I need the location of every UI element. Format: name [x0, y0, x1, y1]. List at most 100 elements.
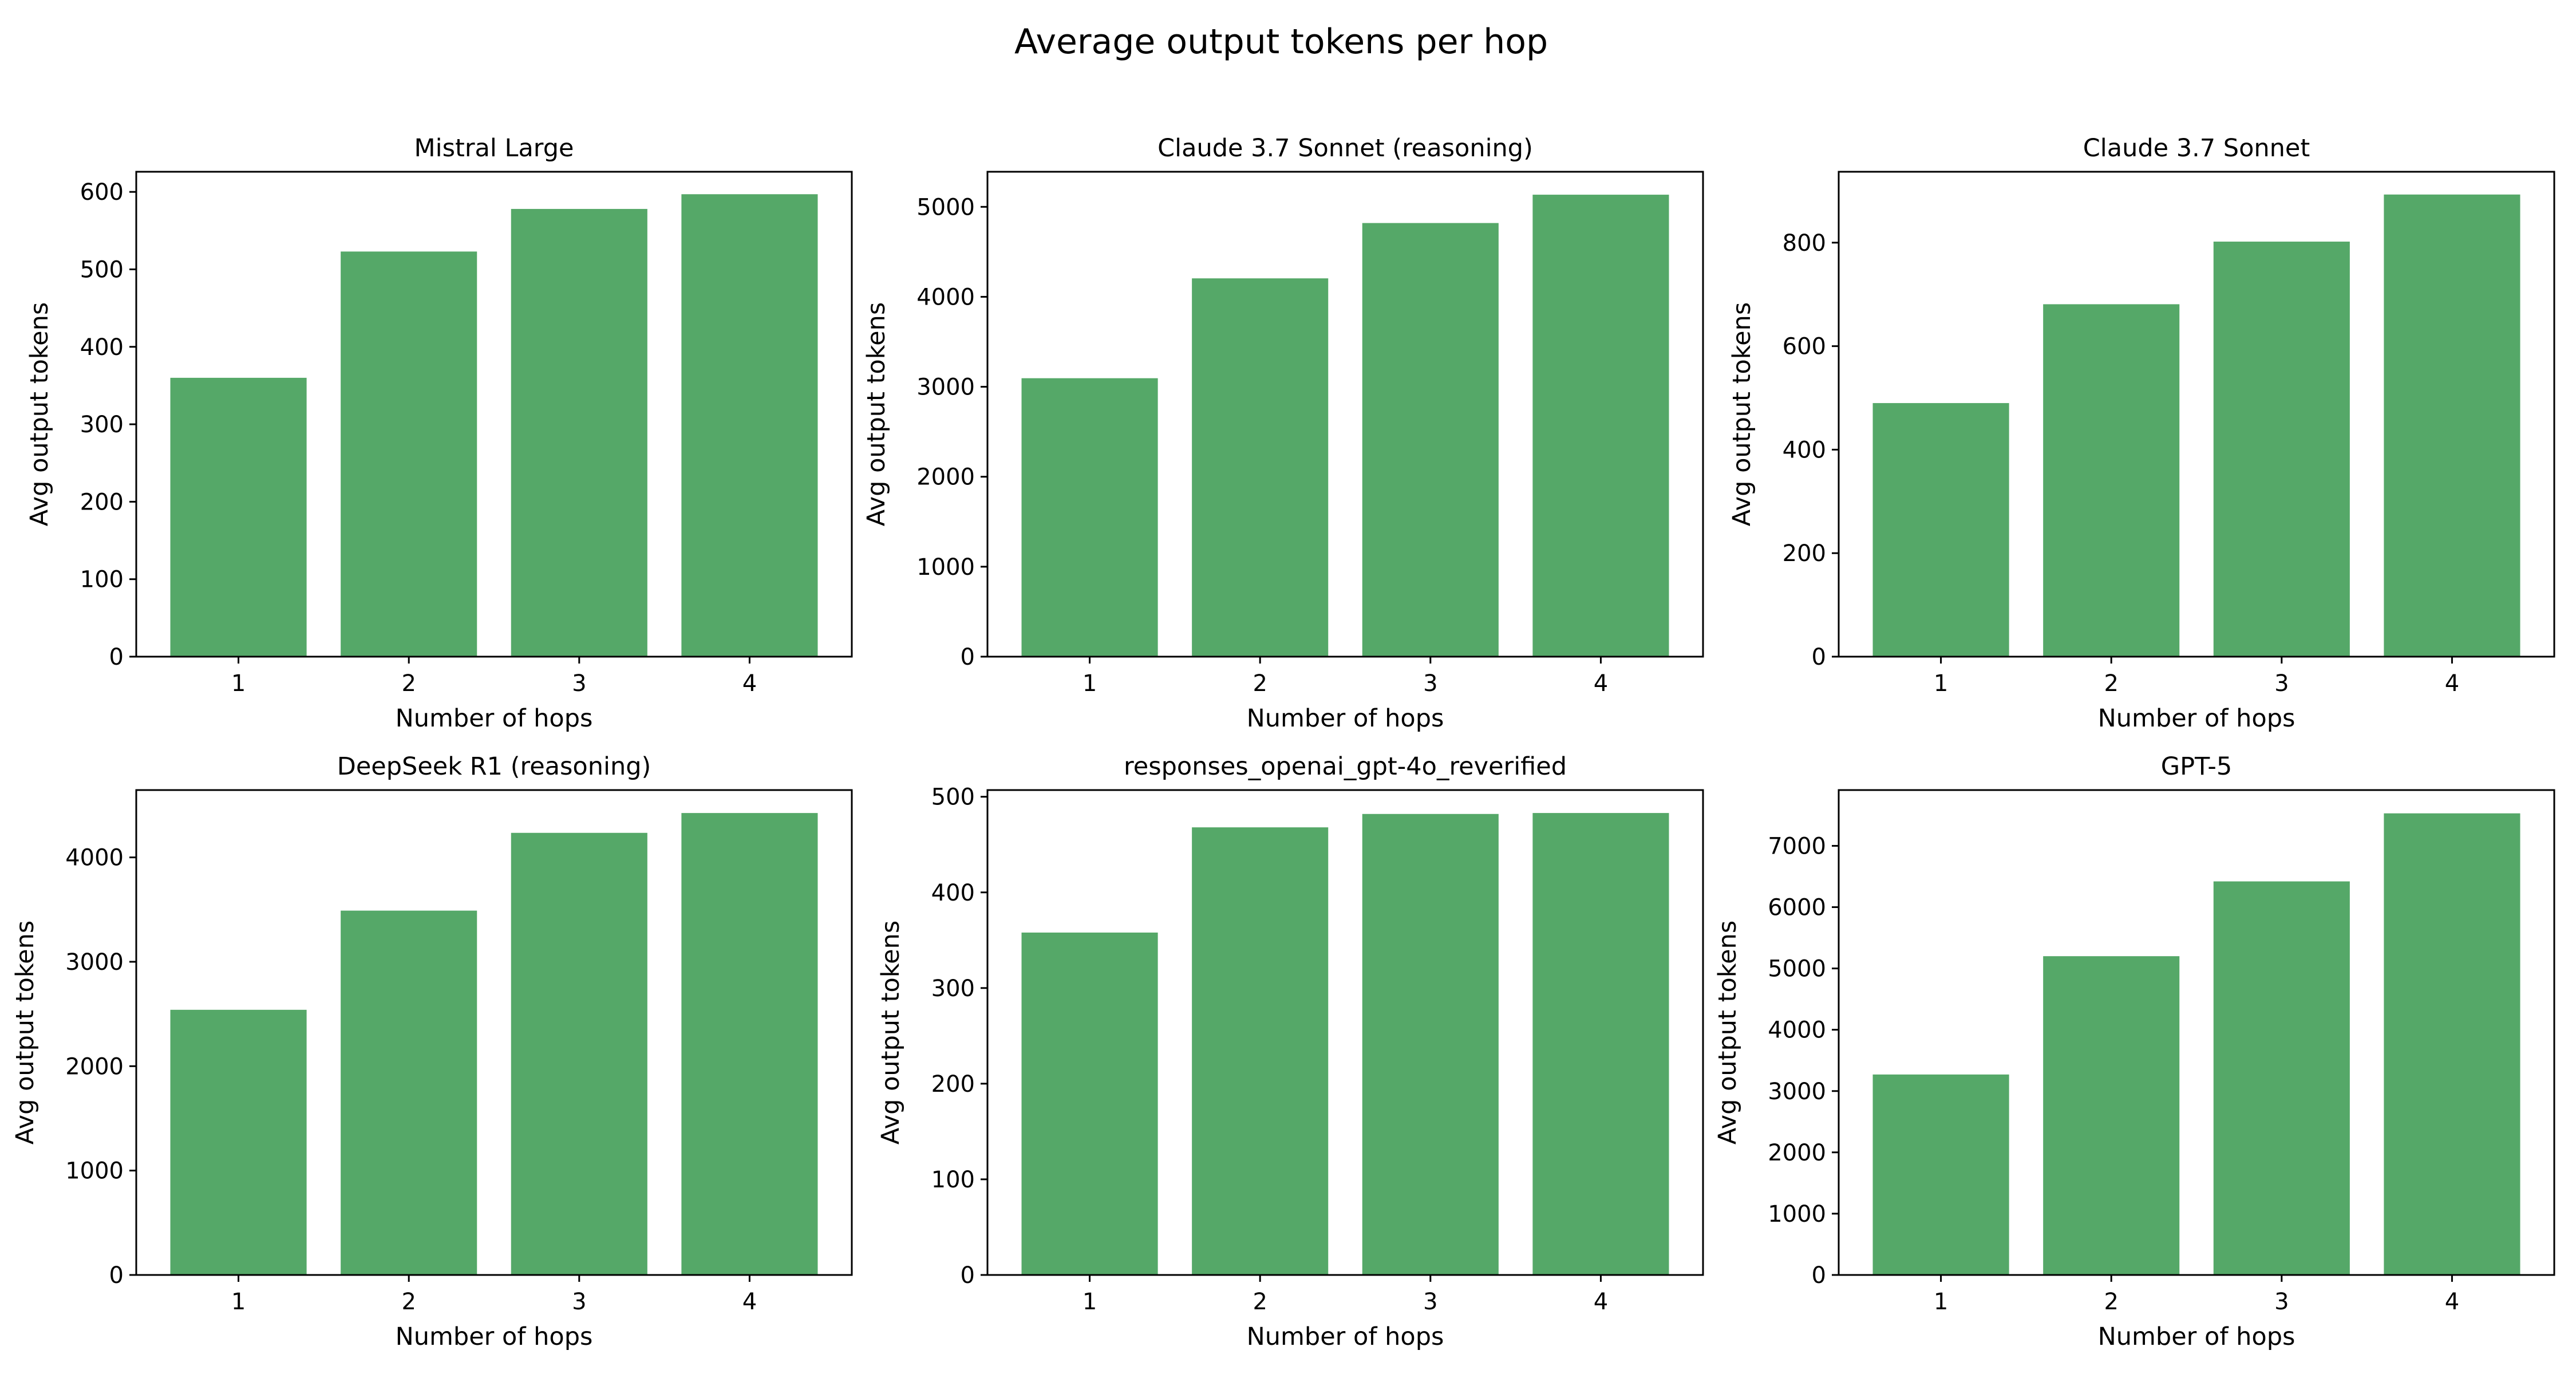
y-tick-label: 2000 — [916, 464, 975, 491]
x-tick-label: 1 — [231, 670, 246, 697]
y-tick-label: 400 — [931, 880, 975, 906]
x-tick-label: 4 — [1594, 1289, 1608, 1315]
y-tick-label: 2000 — [1768, 1140, 1826, 1166]
y-tick-label: 500 — [931, 784, 975, 811]
bar-hop-2 — [2043, 956, 2180, 1275]
y-tick-label: 200 — [931, 1071, 975, 1097]
x-tick-label: 4 — [742, 670, 757, 697]
y-tick-label: 3000 — [1768, 1079, 1826, 1105]
y-tick-label: 4000 — [916, 284, 975, 310]
x-axis-label: Number of hops — [1247, 704, 1444, 733]
subplot-title: Claude 3.7 Sonnet (reasoning) — [1157, 134, 1533, 163]
y-axis-label: Avg output tokens — [1728, 302, 1756, 526]
subplot-title: GPT-5 — [2161, 752, 2232, 781]
x-tick-label: 1 — [1082, 1289, 1097, 1315]
y-tick-label: 0 — [961, 1262, 975, 1289]
y-tick-label: 100 — [931, 1167, 975, 1193]
y-tick-label: 4000 — [65, 845, 124, 871]
bar-hop-1 — [1872, 1074, 2009, 1275]
x-tick-label: 3 — [2274, 670, 2289, 697]
y-tick-label: 4000 — [1768, 1017, 1826, 1044]
y-tick-label: 500 — [80, 256, 124, 283]
bar-hop-4 — [681, 813, 818, 1275]
x-tick-label: 1 — [231, 1289, 246, 1315]
x-tick-label: 4 — [2445, 670, 2459, 697]
bar-hop-1 — [1021, 378, 1158, 657]
y-tick-label: 5000 — [1768, 956, 1826, 982]
bar-hop-3 — [1362, 223, 1499, 657]
bar-hop-2 — [341, 251, 477, 657]
subplot-5: 1 2 3 4 0 100 200 300 400 500 responses_openai_gpt… — [876, 752, 1704, 1351]
x-tick-label: 3 — [572, 1289, 586, 1315]
axes-frame — [986, 789, 1704, 1276]
y-tick-label: 200 — [80, 489, 124, 515]
x-tick-label: 4 — [1594, 670, 1608, 697]
y-tick-label: 0 — [109, 1262, 124, 1289]
x-tick-label: 2 — [2104, 1289, 2118, 1315]
y-tick-label: 5000 — [916, 194, 975, 220]
subplot-4: 1 2 3 4 0 1000 2000 3000 4000 DeepSeek R1 (reason… — [11, 752, 853, 1351]
bar-hop-2 — [2043, 304, 2180, 657]
subplot-2: 1 2 3 4 0 1000 2000 3000 4000 5000 Claude 3.7 Sonn… — [862, 134, 1704, 733]
bar-hop-4 — [2384, 813, 2520, 1275]
y-axis-label: Avg output tokens — [1713, 921, 1742, 1144]
y-tick-label: 3000 — [65, 949, 124, 976]
x-axis-label: Number of hops — [2098, 1322, 2296, 1351]
bar-hop-3 — [2213, 242, 2350, 657]
bar-hop-3 — [511, 208, 647, 657]
bar-hop-3 — [1362, 814, 1499, 1275]
y-tick-label: 400 — [80, 334, 124, 361]
axes-frame — [135, 789, 853, 1276]
bar-hop-3 — [511, 832, 647, 1275]
y-tick-label: 300 — [80, 412, 124, 438]
y-axis-label: Avg output tokens — [876, 921, 905, 1144]
bar-hop-4 — [681, 194, 818, 657]
x-axis-label: Number of hops — [1247, 1322, 1444, 1351]
y-tick-label: 3000 — [916, 374, 975, 401]
y-tick-label: 400 — [1783, 437, 1826, 463]
y-axis-label: Avg output tokens — [11, 921, 39, 1144]
y-axis-label: Avg output tokens — [25, 302, 54, 526]
axes-frame — [135, 171, 853, 658]
x-axis-label: Number of hops — [396, 704, 593, 733]
bar-hop-4 — [1532, 195, 1669, 657]
x-tick-label: 2 — [401, 1289, 416, 1315]
bar-hop-2 — [341, 910, 477, 1275]
x-tick-label: 3 — [572, 670, 586, 697]
y-tick-label: 0 — [1812, 1262, 1826, 1289]
y-tick-label: 1000 — [916, 554, 975, 581]
x-axis-label: Number of hops — [396, 1322, 593, 1351]
subplot-title: responses_openai_gpt-4o_reverified — [1124, 752, 1567, 781]
x-tick-label: 1 — [1082, 670, 1097, 697]
x-tick-label: 3 — [2274, 1289, 2289, 1315]
subplot-title: Claude 3.7 Sonnet — [2083, 134, 2310, 163]
bar-hop-3 — [2213, 881, 2350, 1275]
bar-hop-4 — [1532, 813, 1669, 1275]
x-tick-label: 1 — [1934, 670, 1948, 697]
x-tick-label: 2 — [401, 670, 416, 697]
axes-frame — [986, 171, 1704, 658]
y-tick-label: 600 — [80, 179, 124, 206]
y-tick-label: 800 — [1783, 230, 1826, 256]
subplot-3: 1 2 3 4 0 200 400 600 800 Claude 3.7 Sonnet Number… — [1728, 134, 2555, 733]
x-tick-label: 3 — [1423, 670, 1437, 697]
y-tick-label: 6000 — [1768, 895, 1826, 921]
bar-hop-1 — [170, 1009, 307, 1275]
subplot-title: Mistral Large — [414, 134, 574, 163]
y-axis-label: Avg output tokens — [862, 302, 891, 526]
subplot-title: DeepSeek R1 (reasoning) — [337, 752, 651, 781]
x-tick-label: 2 — [1253, 670, 1267, 697]
x-tick-label: 4 — [742, 1289, 757, 1315]
y-tick-label: 0 — [1812, 644, 1826, 670]
y-tick-label: 300 — [931, 976, 975, 1002]
axes-frame — [1838, 171, 2555, 658]
bar-hop-1 — [170, 377, 307, 657]
x-tick-label: 4 — [2445, 1289, 2459, 1315]
bar-hop-4 — [2384, 194, 2520, 657]
bar-hop-2 — [1192, 278, 1329, 657]
axes-frame — [1838, 789, 2555, 1276]
y-tick-label: 1000 — [65, 1158, 124, 1185]
subplot-6: 1 2 3 4 0 1000 2000 3000 4000 5000 6000 7000 GPT-5 Nu… — [1713, 752, 2555, 1351]
